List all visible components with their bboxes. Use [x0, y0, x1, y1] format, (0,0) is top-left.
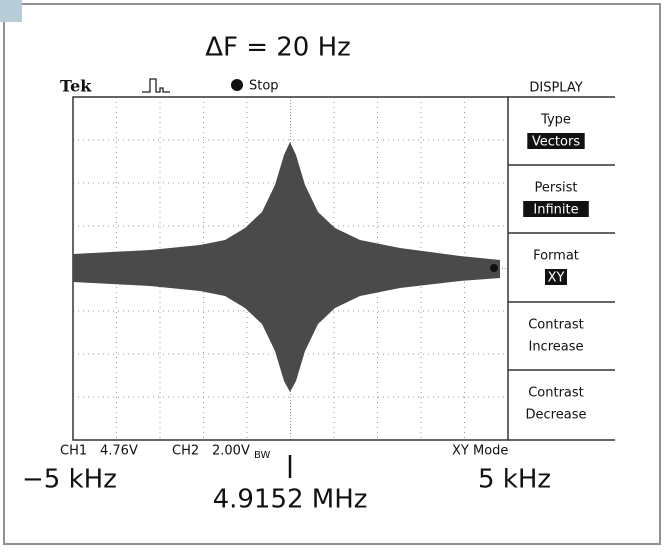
bandwidth-flag: BW: [254, 450, 271, 461]
menu-item-value: Infinite: [533, 203, 578, 218]
ch2-label: CH2: [172, 444, 199, 459]
trace-marker: [490, 264, 498, 272]
oscilloscope-screenshot: ΔF = 20 Hz Tek Stop DISPLAY Type Vectors P…: [0, 0, 664, 548]
menu-item-label: Contrast: [528, 386, 584, 401]
menu-item-label: Type: [540, 113, 571, 128]
left-frequency: −5 kHz: [22, 465, 117, 495]
right-frequency: 5 kHz: [478, 465, 551, 495]
menu-item-value: Decrease: [526, 408, 587, 423]
menu-title: DISPLAY: [529, 81, 582, 96]
run-state: Stop: [249, 79, 279, 94]
delta-f-label: ΔF = 20 Hz: [205, 33, 351, 63]
mode-label: XY Mode: [452, 444, 508, 459]
menu-item-label: Format: [533, 249, 579, 264]
menu-item-value: Vectors: [532, 135, 580, 150]
ch2-scale: 2.00V: [212, 444, 250, 459]
center-frequency: 4.9152 MHz: [213, 485, 368, 515]
menu-item-label: Persist: [535, 181, 578, 196]
menu-item-value: Increase: [528, 340, 583, 355]
brand: Tek: [60, 77, 92, 96]
menu-item-label: Contrast: [528, 318, 584, 333]
corner: [0, 0, 22, 22]
stop-dot: [231, 79, 243, 91]
ch1-scale: 4.76V: [100, 444, 138, 459]
ch1-label: CH1: [60, 444, 87, 459]
menu-item-value: XY: [548, 271, 565, 286]
